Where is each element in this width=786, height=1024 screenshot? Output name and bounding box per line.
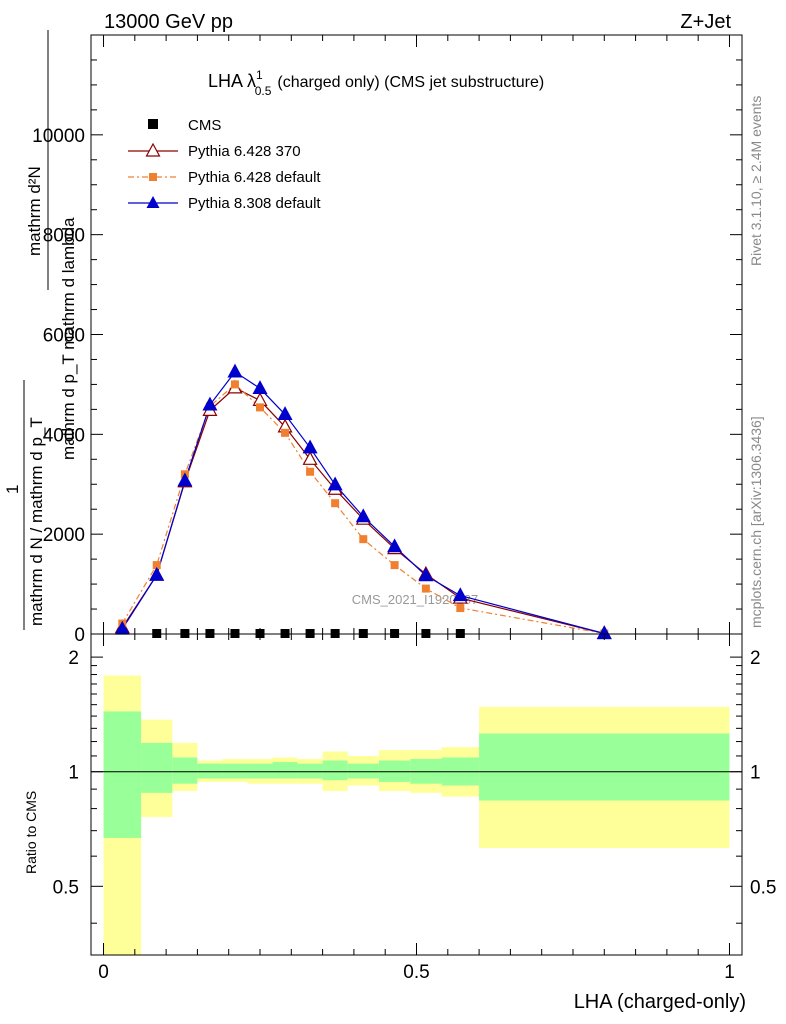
ratio-band-inner bbox=[141, 742, 173, 793]
ratio-band-inner bbox=[247, 763, 273, 779]
header-left: 13000 GeV pp bbox=[104, 11, 233, 33]
plot-title-rest: (charged only) (CMS jet substructure) bbox=[277, 74, 544, 91]
point-pythia8-default bbox=[177, 472, 193, 487]
ratio-band-inner bbox=[297, 763, 323, 779]
point-pythia8-default bbox=[327, 476, 343, 491]
ylabel-denominator-2: mathrm d N / mathrm d p_T bbox=[27, 417, 46, 626]
main-ytick-label: 6000 bbox=[43, 326, 85, 347]
main-ytick-label: 0 bbox=[74, 625, 85, 646]
point-pythia6-default bbox=[421, 584, 430, 593]
ratio-band-inner bbox=[272, 762, 298, 779]
y-axis-label: mathrm d²N mathrm d p_T mathrm d lambda … bbox=[3, 30, 78, 630]
main-ytick-label: 8000 bbox=[43, 226, 85, 247]
ratio-ytick-label: 2 bbox=[68, 648, 79, 669]
ratio-ytick-label: 1 bbox=[68, 763, 79, 784]
point-pythia8-default bbox=[277, 406, 293, 420]
x-tick-label: 1 bbox=[724, 962, 735, 983]
series-line-pythia8-default bbox=[121, 371, 605, 635]
ratio-ytick-label-right: 2 bbox=[750, 648, 761, 669]
point-pythia8-default bbox=[202, 396, 218, 411]
ratio-band-inner bbox=[479, 733, 730, 801]
plot-title-main: LHA λ bbox=[208, 71, 256, 91]
ylabel-denominator-1: mathrm d p_T mathrm d lambda bbox=[59, 217, 78, 460]
main-ytick-label: 10000 bbox=[32, 126, 85, 147]
point-pythia6-default bbox=[230, 380, 239, 389]
point-pythia6-default bbox=[331, 499, 340, 508]
ratio-band-inner bbox=[322, 760, 348, 781]
ratio-ytick-label-right: 0.5 bbox=[750, 877, 776, 898]
header-right: Z+Jet bbox=[680, 11, 731, 33]
ratio-band-inner bbox=[103, 711, 142, 838]
point-pythia6-default bbox=[390, 561, 399, 570]
point-pythia6-default bbox=[281, 428, 290, 437]
point-pythia8-default bbox=[302, 439, 318, 454]
point-pythia6-default bbox=[256, 403, 265, 412]
ratio-band-inner bbox=[222, 763, 248, 779]
main-panel: 0 2000 4000 6000 8000 10000 CMS_2021_I1920187… bbox=[3, 30, 743, 646]
plot-title-sub: 0.5 bbox=[255, 84, 272, 98]
plot-title-sup: 1 bbox=[256, 68, 263, 82]
legend-marker-pythia6-370 bbox=[145, 142, 161, 157]
legend: CMS Pythia 6.428 370 Pythia 6.428 defaul… bbox=[128, 117, 321, 212]
point-pythia6-default bbox=[152, 561, 161, 570]
x-tick-label: 0 bbox=[98, 962, 109, 983]
legend-marker-pythia8-default bbox=[146, 196, 160, 208]
ratio-panel: 0.5 0.5 1 1 2 2 0 0.5 1 Ratio to CMS LHA (charge… bbox=[23, 633, 776, 1013]
point-pythia8-default bbox=[418, 567, 434, 582]
plot-title: LHA λ1 0.5 (charged only) (CMS jet substru… bbox=[208, 68, 544, 98]
x-tick-label: 0.5 bbox=[403, 962, 429, 983]
ratio-ytick-label: 0.5 bbox=[53, 877, 79, 898]
ylabel-one: 1 bbox=[3, 485, 22, 494]
legend-marker-cms bbox=[148, 119, 158, 129]
legend-marker-pythia6-default bbox=[149, 173, 157, 181]
ylabel-numerator: mathrm d²N bbox=[25, 166, 44, 256]
point-pythia8-default bbox=[387, 538, 403, 553]
point-pythia8-default bbox=[355, 508, 371, 523]
watermark: CMS_2021_I1920187 bbox=[352, 592, 479, 607]
main-ytick-label: 2000 bbox=[43, 525, 85, 546]
mcplots-label: mcplots.cern.ch [arXiv:1306.3436] bbox=[748, 416, 764, 628]
rivet-label: Rivet 3.1.10, ≥ 2.4M events bbox=[748, 96, 764, 266]
main-ytick-label: 4000 bbox=[43, 425, 85, 446]
ratio-band-inner bbox=[197, 763, 223, 779]
main-axis-ticks: 0 2000 4000 6000 8000 10000 bbox=[32, 35, 742, 646]
ratio-ytick-label-right: 1 bbox=[750, 763, 761, 784]
ratio-band-inner bbox=[172, 757, 198, 784]
point-pythia6-default bbox=[359, 535, 368, 544]
ratio-bands bbox=[103, 675, 730, 955]
ratio-y-label: Ratio to CMS bbox=[23, 791, 39, 874]
point-pythia8-default bbox=[252, 380, 268, 395]
point-pythia6-default bbox=[456, 604, 465, 613]
legend-label-pythia6-default: Pythia 6.428 default bbox=[188, 169, 321, 186]
legend-label-pythia8-default: Pythia 8.308 default bbox=[188, 195, 321, 212]
x-axis-label: LHA (charged-only) bbox=[574, 991, 746, 1013]
point-pythia8-default bbox=[149, 566, 165, 581]
point-pythia8-default bbox=[452, 587, 468, 602]
ratio-axis-ticks: 0.5 0.5 1 1 2 2 0 0.5 1 bbox=[53, 634, 776, 983]
ratio-band-inner bbox=[347, 763, 379, 779]
point-pythia6-default bbox=[306, 467, 315, 476]
legend-label-pythia6-370: Pythia 6.428 370 bbox=[188, 143, 301, 160]
legend-label-cms: CMS bbox=[188, 117, 221, 134]
point-pythia8-default bbox=[227, 363, 243, 378]
point-pythia6-370 bbox=[302, 451, 318, 465]
